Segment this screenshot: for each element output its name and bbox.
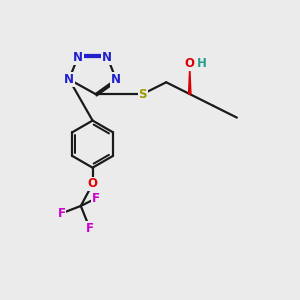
Text: F: F: [92, 192, 100, 205]
Text: N: N: [64, 73, 74, 86]
Text: N: N: [102, 51, 112, 64]
Text: F: F: [85, 221, 94, 235]
Text: H: H: [197, 57, 207, 70]
Text: S: S: [138, 88, 147, 100]
Text: N: N: [73, 51, 83, 64]
Text: F: F: [58, 207, 66, 220]
Text: O: O: [185, 57, 195, 70]
Text: N: N: [111, 73, 121, 86]
Text: O: O: [88, 177, 98, 190]
Polygon shape: [189, 66, 191, 94]
